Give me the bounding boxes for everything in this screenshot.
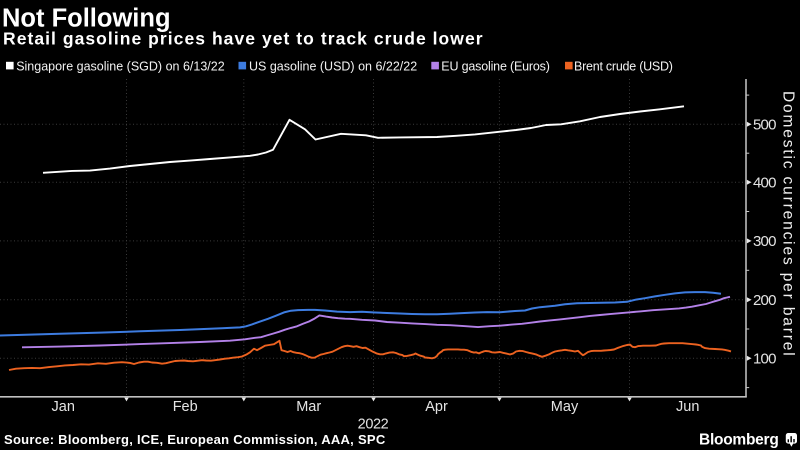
svg-text:Retail gasoline prices have ye: Retail gasoline prices have yet to track… [3, 29, 484, 49]
svg-text:Source: Bloomberg, ICE, Europe: Source: Bloomberg, ICE, European Commiss… [4, 432, 386, 447]
svg-text:2022: 2022 [358, 417, 389, 433]
svg-text:Not Following: Not Following [2, 5, 171, 33]
svg-text:May: May [551, 399, 579, 415]
svg-text:300: 300 [753, 233, 776, 250]
svg-text:200: 200 [753, 292, 776, 309]
svg-text:100: 100 [753, 351, 776, 368]
svg-text:Jun: Jun [676, 399, 699, 415]
svg-text:US gasoline (USD) on 6/22/22: US gasoline (USD) on 6/22/22 [249, 59, 417, 73]
svg-text:Bloomberg: Bloomberg [699, 432, 779, 449]
svg-text:Mar: Mar [296, 399, 321, 415]
svg-text:400: 400 [753, 175, 776, 192]
svg-text:Apr: Apr [425, 399, 448, 415]
svg-text:Jan: Jan [52, 399, 75, 415]
svg-text:Singapore gasoline (SGD) on 6/: Singapore gasoline (SGD) on 6/13/22 [16, 59, 225, 73]
svg-text:EU gasoline (Euros): EU gasoline (Euros) [441, 59, 549, 73]
svg-text:Brent crude (USD): Brent crude (USD) [574, 59, 673, 73]
svg-text:Domestic currencies per barrel: Domestic currencies per barrel [780, 91, 797, 358]
svg-text:500: 500 [753, 117, 776, 134]
svg-text:Feb: Feb [173, 399, 198, 415]
